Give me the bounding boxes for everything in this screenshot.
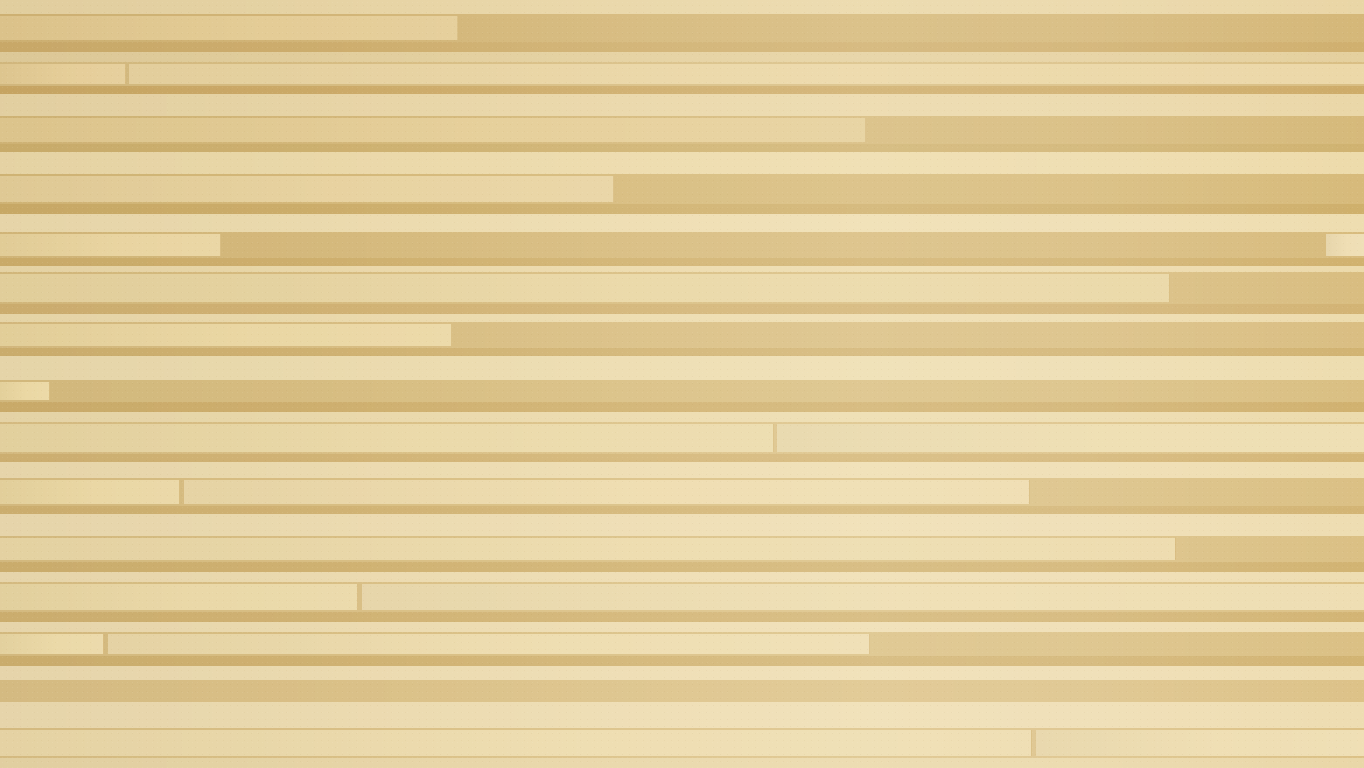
list-row-2[interactable] [0, 174, 1364, 204]
list-row-3-divider [0, 258, 1364, 266]
content-gap-12 [0, 666, 1364, 680]
content-gap-3 [0, 214, 1364, 232]
list-row-8-label[interactable] [0, 480, 180, 504]
content-gap-5 [0, 314, 1364, 322]
list-row-11-value[interactable] [108, 634, 870, 654]
list-row-11-divider [0, 656, 1364, 666]
list-row-3-tail[interactable] [1326, 234, 1364, 256]
title-bar-underline[interactable] [0, 42, 1364, 52]
list-row-7[interactable] [0, 422, 1364, 454]
list-row-9-value[interactable] [0, 538, 1176, 560]
list-row-9[interactable] [0, 536, 1364, 562]
status-bar-right[interactable] [1036, 730, 1364, 756]
list-row-3-label[interactable] [0, 234, 221, 256]
list-row-4[interactable] [0, 272, 1364, 304]
list-row-10[interactable] [0, 582, 1364, 612]
tab-strip [0, 62, 1364, 86]
list-row-6[interactable] [0, 380, 1364, 402]
list-row-12[interactable] [0, 680, 1364, 702]
tab-strip-field[interactable] [129, 64, 1364, 84]
list-row-5-value[interactable] [0, 324, 452, 346]
list-row-5[interactable] [0, 322, 1364, 348]
list-row-4-value[interactable] [0, 274, 1170, 302]
top-strip [0, 0, 1364, 14]
list-row-6-chip[interactable] [0, 382, 50, 400]
content-gap-13 [0, 702, 1364, 728]
content-gap-6 [0, 356, 1364, 380]
content-gap-2 [0, 152, 1364, 174]
list-row-3[interactable] [0, 232, 1364, 258]
list-row-7-value[interactable] [0, 424, 774, 452]
content-gap-1 [0, 94, 1364, 116]
list-row-2-value[interactable] [0, 176, 614, 202]
list-row-10-value[interactable] [362, 584, 1364, 610]
list-row-5-divider [0, 348, 1364, 356]
title-bar[interactable] [0, 14, 1364, 42]
content-gap-10 [0, 572, 1364, 582]
tab-strip-left[interactable] [0, 64, 126, 84]
list-row-4-divider [0, 304, 1364, 314]
list-row-11-chip[interactable] [0, 634, 104, 654]
bottom-strip [0, 758, 1364, 768]
list-row-1-value[interactable] [0, 118, 866, 142]
toolbar-row[interactable] [0, 52, 1364, 62]
list-row-8-divider [0, 506, 1364, 514]
status-bar-left[interactable] [0, 730, 1032, 756]
content-gap-11 [0, 622, 1364, 632]
list-row-1[interactable] [0, 116, 1364, 144]
content-gap-4 [0, 266, 1364, 272]
list-row-10-label[interactable] [0, 584, 358, 610]
list-row-7-tail[interactable] [777, 424, 1364, 452]
title-bar-tab[interactable] [0, 16, 458, 40]
list-row-6-divider [0, 402, 1364, 412]
list-row-11[interactable] [0, 632, 1364, 656]
list-row-10-divider [0, 612, 1364, 622]
list-row-7-divider [0, 454, 1364, 462]
list-row-9-divider [0, 562, 1364, 572]
status-bar[interactable] [0, 728, 1364, 758]
content-gap-8 [0, 462, 1364, 478]
list-row-1-divider [0, 144, 1364, 152]
content-gap-7 [0, 412, 1364, 422]
list-row-2-divider [0, 204, 1364, 214]
content-gap-9 [0, 514, 1364, 536]
list-row-8[interactable] [0, 478, 1364, 506]
list-row-8-value[interactable] [184, 480, 1030, 504]
tab-strip-underline [0, 86, 1364, 94]
